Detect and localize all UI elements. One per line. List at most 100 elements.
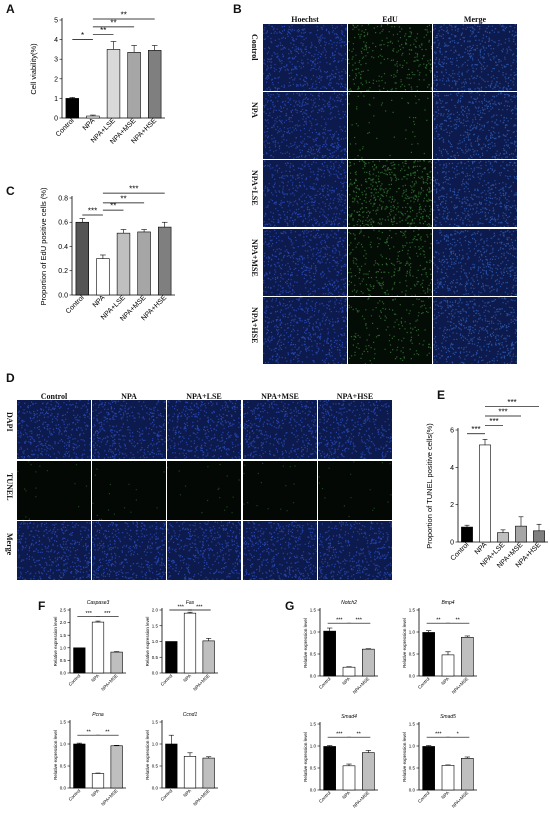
significance-label: *** — [85, 611, 92, 617]
x-tick-label: NPA+MSE — [100, 788, 119, 807]
d-tile-merge-texture — [243, 521, 319, 582]
y-tick-label: 0.5 — [152, 764, 159, 769]
header-edu: EdU — [382, 15, 398, 24]
bar — [461, 636, 474, 677]
b-tile-merge-texture — [433, 229, 518, 298]
y-axis-label: Proportion of EdU positive cells (%) — [39, 187, 48, 305]
d-tile-dapi — [167, 400, 243, 460]
d-tile-merge-speckles — [167, 521, 243, 581]
y-tick-label: 0.5 — [409, 766, 416, 771]
b-tile-hoechst-texture — [263, 229, 349, 298]
y-tick-label: 0.5 — [60, 764, 67, 769]
d-tile-merge — [243, 521, 319, 582]
d-tile-tunel-texture — [167, 463, 240, 514]
d-tile-dapi — [243, 400, 318, 461]
y-tick-label: 2.0 — [152, 608, 159, 613]
y-tick-label: 1.0 — [152, 639, 159, 644]
x-tick-label: NPA — [82, 117, 97, 132]
chart-title: Ccnd1 — [183, 712, 198, 718]
x-tick-label: Control — [318, 790, 332, 804]
d-tile-dapi-speckles — [92, 400, 168, 461]
d-tile-merge-speckles — [243, 521, 319, 582]
d-tile-dapi-texture — [318, 400, 394, 461]
d-tile-merge — [92, 521, 168, 582]
d-row-label: DAPI — [5, 412, 14, 432]
significance-label: *** — [88, 206, 97, 215]
significance-label: ** — [100, 26, 106, 35]
significance-label: *** — [435, 732, 442, 738]
header-d-npa-hse: NPA+HSE — [336, 392, 374, 401]
x-tick-label: Control — [417, 676, 431, 690]
d-tile-dapi-speckles — [243, 400, 318, 461]
y-tick-label: 0.0 — [409, 788, 416, 793]
bar — [342, 765, 356, 791]
significance-label: *** — [355, 618, 362, 624]
x-tick-label: NPA+MSE — [352, 790, 371, 809]
bar — [422, 746, 435, 791]
x-tick-label: Control — [65, 294, 86, 315]
d-tile-dapi — [318, 400, 394, 461]
b-tile-hoechst-texture — [263, 160, 348, 229]
bar — [461, 758, 474, 791]
significance-label: ** — [105, 730, 110, 736]
y-tick-label: 0.5 — [310, 652, 317, 657]
bar — [422, 632, 435, 677]
significance-label: *** — [507, 398, 516, 407]
d-tile-merge-texture — [92, 521, 168, 582]
b-tile-edu-texture — [348, 297, 432, 365]
y-tick-label: 2 — [54, 76, 58, 83]
bar — [106, 49, 121, 119]
b-tile-edu-speckles — [348, 160, 433, 228]
d-tile-merge-speckles — [17, 521, 93, 582]
chart-title: Notch2 — [341, 600, 357, 606]
d-tile-tunel — [243, 461, 317, 520]
b-tile-merge — [433, 160, 518, 228]
d-tile-tunel-texture — [318, 461, 392, 518]
d-tile-merge-texture — [318, 521, 394, 582]
header-d-control: Control — [40, 392, 68, 401]
x-tick-label: NPA — [440, 676, 450, 686]
y-tick-label: 1.5 — [310, 608, 317, 613]
y-tick-label: 0.0 — [152, 671, 159, 676]
significance-label: ** — [110, 202, 116, 211]
x-tick-label: Control — [68, 673, 82, 687]
y-tick-label: 1.0 — [310, 630, 317, 635]
y-tick-label: 1 — [54, 96, 58, 103]
significance-label: *** — [498, 408, 507, 417]
x-tick-label: Control — [318, 676, 332, 690]
b-tile-hoechst — [263, 297, 349, 366]
b-tile-edu-speckles — [348, 297, 432, 365]
b-tile-hoechst — [263, 92, 349, 161]
d-tile-tunel — [318, 461, 392, 520]
y-tick-label: 0.0 — [60, 671, 67, 676]
b-tile-hoechst-speckles — [263, 297, 349, 366]
b-tile-edu — [348, 24, 433, 93]
b-row-label: Control — [250, 34, 259, 61]
significance-label: *** — [489, 417, 498, 426]
b-tile-merge-speckles — [433, 92, 519, 161]
d-row-label: TUNEL — [5, 473, 14, 501]
x-tick-label: NPA — [90, 673, 100, 683]
x-tick-label: NPA+MSE — [192, 788, 211, 807]
y-tick-label: 0.5 — [60, 658, 67, 663]
significance-label: *** — [129, 185, 138, 194]
x-tick-label: Control — [417, 790, 431, 804]
x-tick-label: NPA+MSE — [451, 676, 470, 695]
y-tick-label: 0 — [450, 539, 454, 546]
b-row-label: NPA — [250, 102, 259, 118]
y-tick-label: 1.0 — [152, 742, 159, 747]
y-tick-label: 0.4 — [58, 244, 68, 251]
y-tick-label: 0.0 — [152, 786, 159, 791]
x-tick-label: NPA — [440, 790, 450, 800]
b-tile-edu — [348, 229, 433, 297]
bar — [461, 526, 473, 543]
bar — [441, 654, 455, 677]
b-tile-edu-speckles — [348, 229, 433, 297]
header-d-npa: NPA — [121, 392, 137, 401]
bar — [479, 444, 491, 543]
b-tile-hoechst-texture — [263, 24, 349, 92]
bar — [110, 745, 123, 789]
b-tile-hoechst — [263, 229, 349, 298]
bar — [497, 532, 509, 543]
